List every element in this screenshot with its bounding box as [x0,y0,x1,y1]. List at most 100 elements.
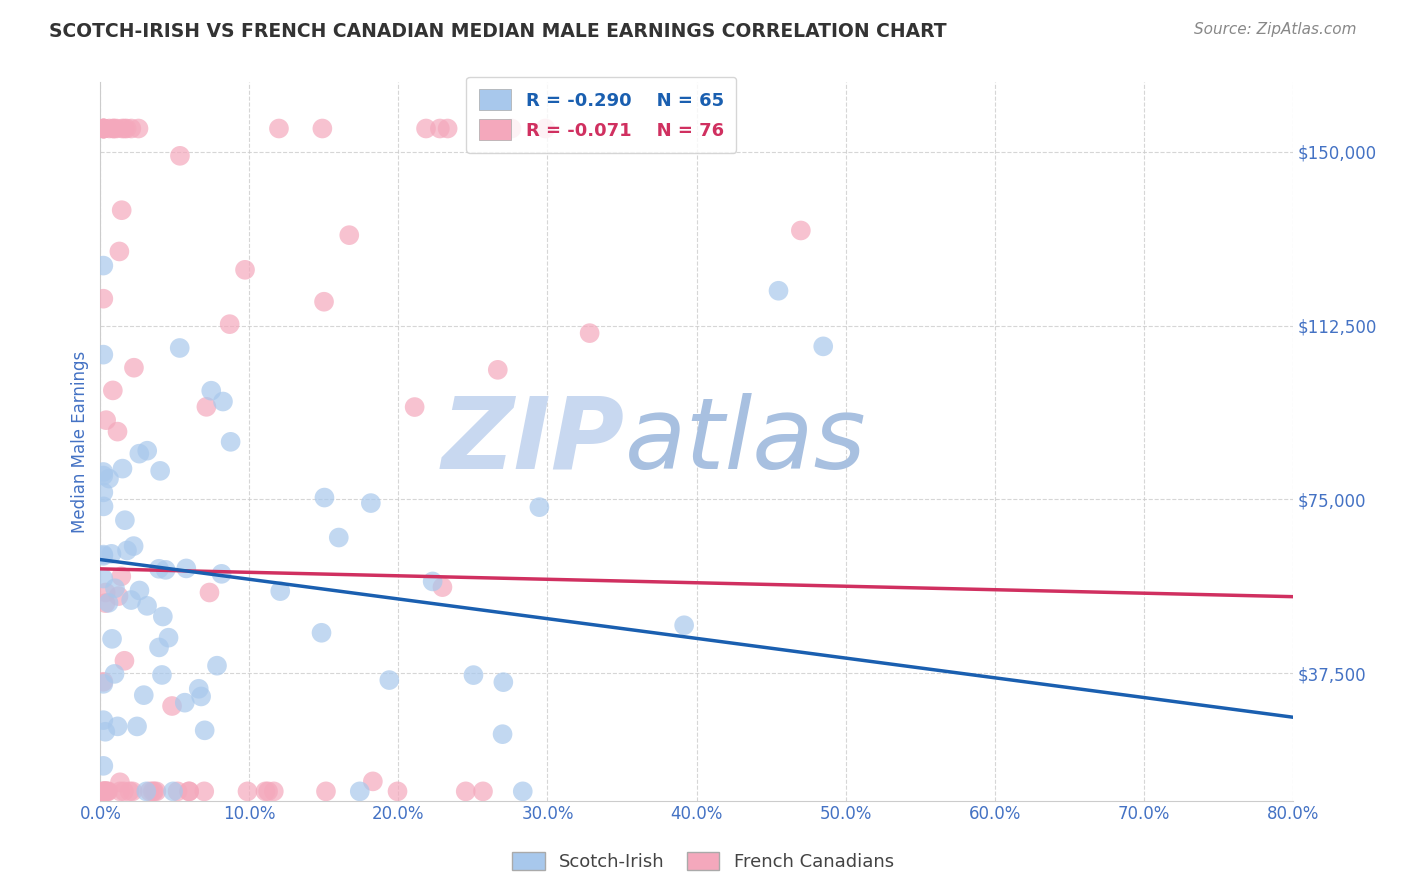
Point [195,400,218,414]
Point [813,339,835,353]
Point [190,690,212,704]
Point [312,294,335,309]
Point [91,784,114,798]
Point [128,583,150,598]
Point [91,549,114,563]
Point [115,121,138,136]
Point [436,121,458,136]
Point [169,341,191,355]
Point [91,468,114,483]
Point [404,400,426,414]
Point [91,121,114,136]
Point [486,363,509,377]
Point [108,775,131,789]
Point [311,625,333,640]
Point [673,618,696,632]
Point [94,413,117,427]
Point [157,631,180,645]
Point [136,443,159,458]
Point [114,654,136,668]
Point [162,784,184,798]
Y-axis label: Median Male Earnings: Median Male Earnings [72,351,89,533]
Point [139,784,162,798]
Point [122,360,145,375]
Point [429,121,451,136]
Point [94,784,117,798]
Point [118,784,141,798]
Point [454,784,477,798]
Text: ZIP: ZIP [441,392,626,490]
Point [93,500,115,514]
Point [128,447,150,461]
Text: SCOTCH-IRISH VS FRENCH CANADIAN MEDIAN MALE EARNINGS CORRELATION CHART: SCOTCH-IRISH VS FRENCH CANADIAN MEDIAN M… [49,22,946,41]
Point [121,784,143,798]
Point [463,668,485,682]
Point [96,784,118,798]
Point [108,784,131,798]
Point [233,262,256,277]
Text: atlas: atlas [626,392,866,490]
Point [263,784,285,798]
Point [91,677,114,691]
Point [311,121,333,136]
Point [100,547,122,561]
Point [91,784,114,798]
Point [104,581,127,595]
Point [110,569,132,583]
Point [194,723,217,738]
Point [150,668,173,682]
Point [378,673,401,687]
Point [179,784,201,798]
Point [169,149,191,163]
Point [415,121,437,136]
Point [91,759,114,773]
Point [218,317,240,331]
Point [114,513,136,527]
Point [115,543,138,558]
Point [152,609,174,624]
Point [534,121,557,136]
Point [91,348,114,362]
Point [91,713,114,727]
Point [337,228,360,243]
Point [177,784,200,798]
Point [257,784,280,798]
Point [93,784,115,798]
Point [328,531,350,545]
Point [91,784,114,798]
Point [314,491,336,505]
Point [200,384,222,398]
Point [91,121,114,136]
Point [349,784,371,798]
Point [432,580,454,594]
Point [107,719,129,733]
Point [120,121,142,136]
Point [512,784,534,798]
Point [768,284,790,298]
Point [492,675,515,690]
Point [501,121,523,136]
Point [148,562,170,576]
Point [143,784,166,798]
Point [111,121,134,136]
Point [93,121,115,136]
Point [111,203,134,218]
Point [149,464,172,478]
Point [91,121,114,136]
Point [155,563,177,577]
Point [212,394,235,409]
Point [422,574,444,589]
Point [101,384,124,398]
Point [103,121,125,136]
Legend: R = -0.290    N = 65, R = -0.071    N = 76: R = -0.290 N = 65, R = -0.071 N = 76 [465,77,737,153]
Point [160,698,183,713]
Point [107,589,129,603]
Point [142,784,165,798]
Point [132,688,155,702]
Point [97,784,120,798]
Point [91,572,114,586]
Point [107,425,129,439]
Point [98,121,121,136]
Point [187,681,209,696]
Point [94,585,117,599]
